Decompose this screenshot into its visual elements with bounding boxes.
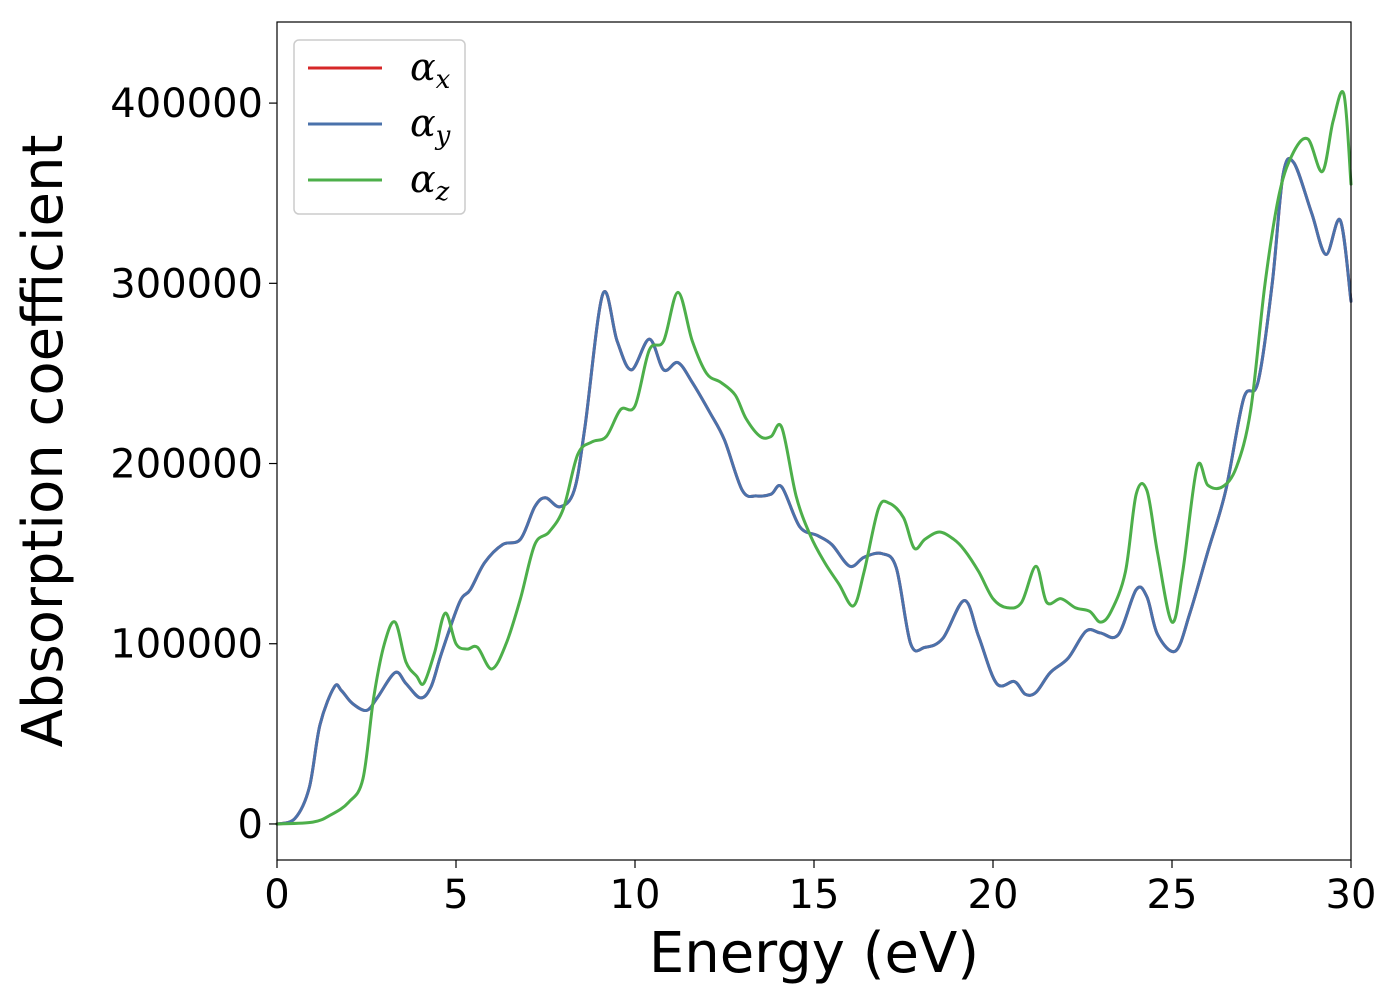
y-tick-label: 0 (238, 802, 263, 848)
x-tick-label: 30 (1326, 872, 1377, 918)
x-tick-label: 5 (443, 872, 468, 918)
series-layer (275, 90, 1353, 826)
x-axis-title: Energy (eV) (649, 921, 979, 986)
x-tick-label: 10 (610, 872, 661, 918)
legend-label-z: αz (410, 157, 450, 207)
y-tick-label: 300000 (110, 261, 263, 307)
y-tick-label: 100000 (110, 622, 263, 668)
x-tick-label: 20 (968, 872, 1019, 918)
y-axis: 0 100000 200000 300000 400000 (110, 81, 277, 848)
legend-label-x: αx (410, 45, 451, 95)
x-axis: 0 5 10 15 20 25 30 (264, 860, 1376, 918)
legend-box (293, 39, 466, 215)
y-axis-title: Absorption coefficient (11, 135, 76, 748)
x-tick-label: 0 (264, 872, 289, 918)
y-tick-label: 200000 (110, 442, 263, 488)
series-line-z (275, 90, 1353, 826)
series-line-y (275, 156, 1353, 826)
x-tick-label: 15 (789, 872, 840, 918)
y-tick-label: 400000 (110, 81, 263, 127)
legend-label-y: αy (410, 101, 451, 151)
legend: αx αy αz (293, 39, 466, 215)
x-tick-label: 25 (1147, 872, 1198, 918)
legend-items: αx αy αz (308, 45, 451, 207)
